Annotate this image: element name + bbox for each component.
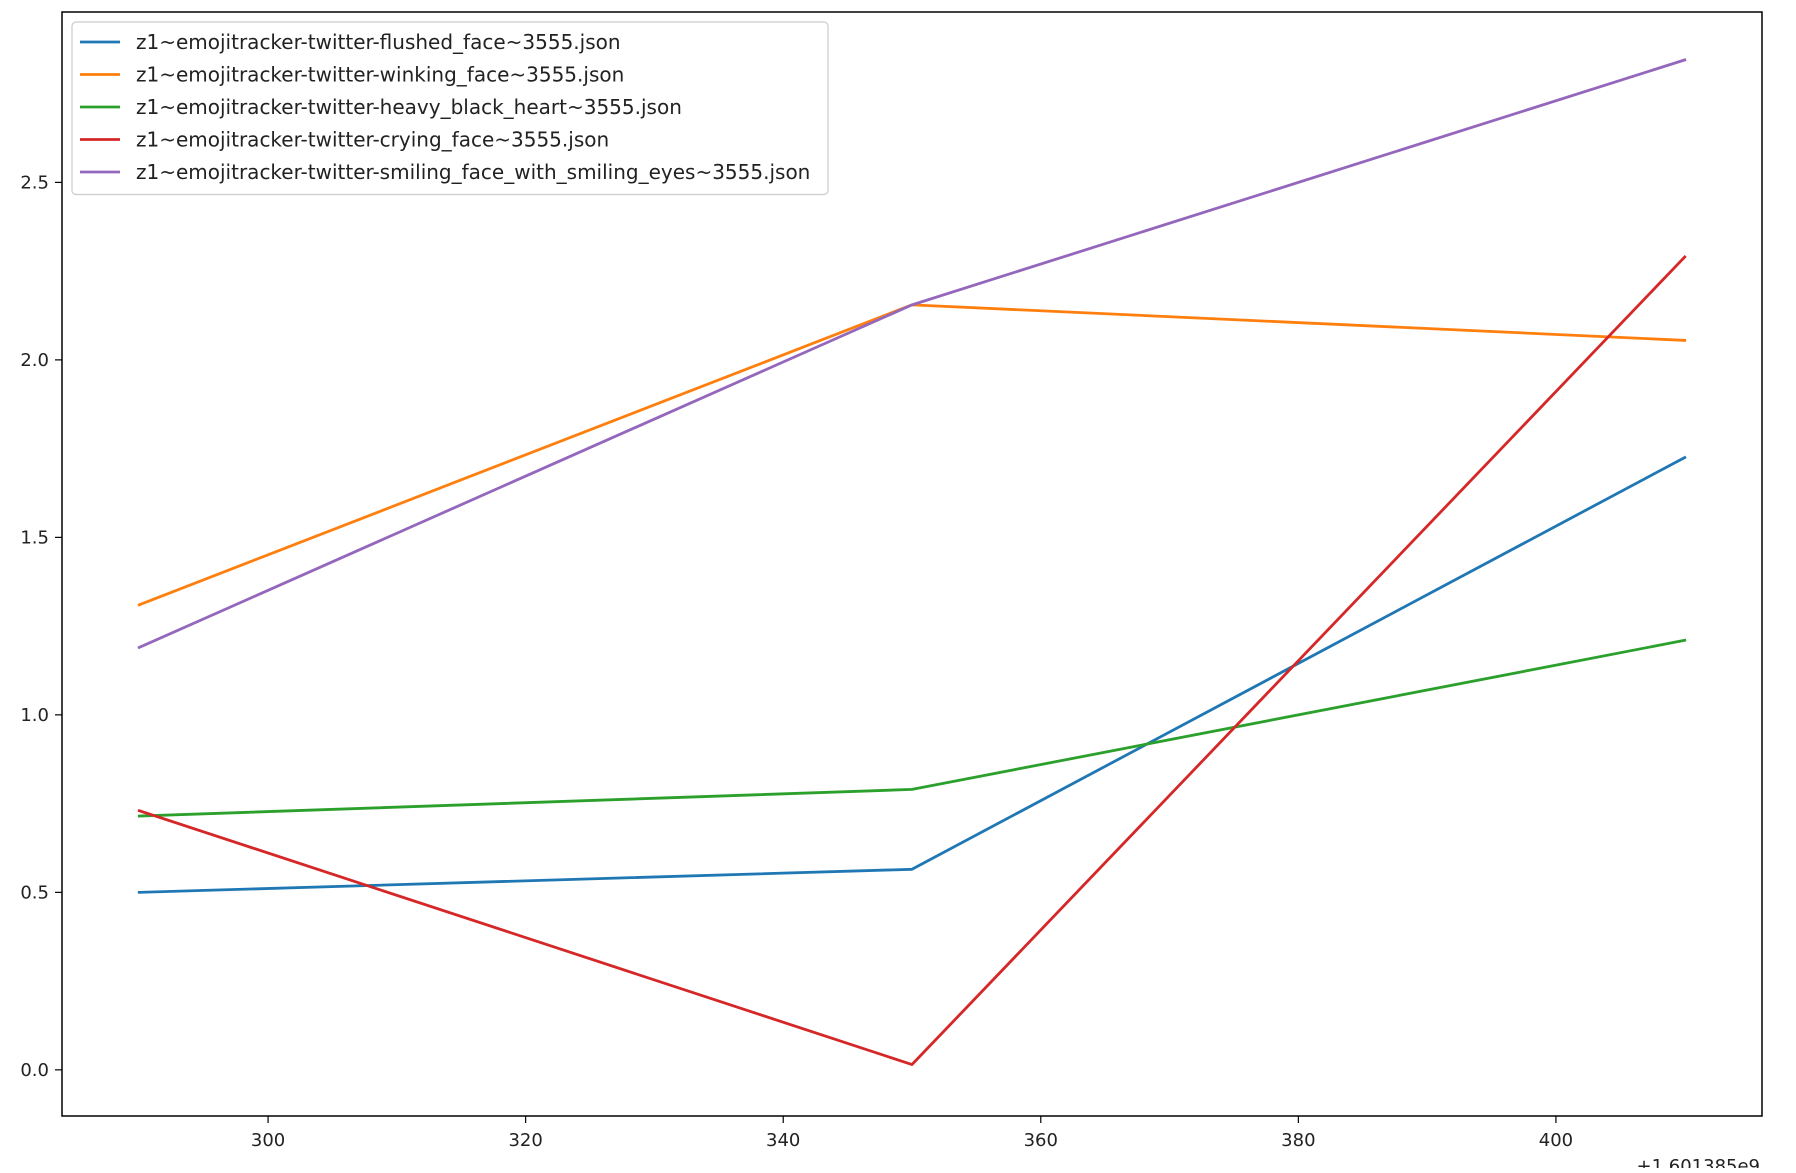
series-line-2: [137, 303, 1687, 607]
y-tick-label: 1.5: [20, 527, 49, 548]
x-axis-offset-label: +1.601385e9: [1637, 1156, 1761, 1168]
axis-ticks: 300 320 340 360 380 400 0.0 0.5 1.0 1.5 2.0 2.5: [20, 172, 1573, 1151]
y-tick-label: 2.5: [20, 172, 49, 193]
plot-frame: [61, 11, 1763, 1117]
legend-entry-label: z1~emojitracker-twitter-crying_face~3555…: [136, 128, 609, 152]
series-line-3: [137, 638, 1687, 818]
series-line-4: [137, 254, 1687, 1066]
series-line-5: [137, 58, 1687, 650]
x-tick-label: 360: [1024, 1130, 1058, 1151]
y-tick-label: 2.0: [20, 350, 49, 371]
x-tick-label: 400: [1539, 1130, 1573, 1151]
series-lines: [137, 58, 1687, 1066]
x-tick-label: 320: [508, 1130, 542, 1151]
legend-entry-label: z1~emojitracker-twitter-smiling_face_wit…: [136, 160, 810, 184]
series-line-1: [137, 455, 1687, 894]
x-tick-label: 300: [251, 1130, 285, 1151]
x-tick-label: 340: [766, 1130, 800, 1151]
legend-entry-label: z1~emojitracker-twitter-heavy_black_hear…: [136, 95, 682, 119]
legend-box: [71, 21, 829, 196]
legend-entry-label: z1~emojitracker-twitter-winking_face~355…: [136, 63, 624, 87]
y-tick-label: 1.0: [20, 705, 49, 726]
y-tick-label: 0.5: [20, 882, 49, 903]
legend: z1~emojitracker-twitter-flushed_face~355…: [71, 21, 829, 196]
x-tick-label: 380: [1281, 1130, 1315, 1151]
legend-entry-label: z1~emojitracker-twitter-flushed_face~355…: [136, 30, 621, 54]
y-tick-label: 0.0: [20, 1060, 49, 1081]
